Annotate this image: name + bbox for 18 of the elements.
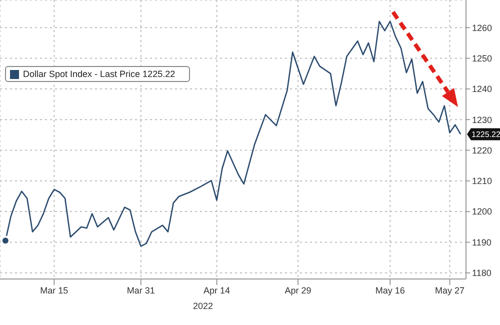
- y-tick-label: 1220: [472, 145, 492, 156]
- x-tick-label: Apr 29: [284, 285, 312, 296]
- y-tick-label: 1230: [472, 114, 492, 125]
- y-tick-label: 1200: [472, 206, 492, 217]
- x-tick-label: Apr 14: [203, 285, 230, 296]
- x-tick-label: May 16: [375, 285, 405, 296]
- y-tick-label: 1190: [472, 237, 492, 248]
- y-tick-label: 1240: [472, 84, 492, 94]
- x-tick-label: Mar 15: [40, 285, 68, 296]
- y-tick-label: 1260: [472, 22, 492, 33]
- y-tick-label: 1180: [472, 268, 492, 278]
- x-tick-label: Mar 31: [126, 285, 155, 296]
- y-tick-label: 1210: [472, 176, 492, 186]
- y-tick-label: 1250: [472, 53, 492, 64]
- annotation: 1225.22: [472, 130, 500, 140]
- x-tick-label: May 27: [434, 285, 464, 296]
- legend-label: Dollar Spot Index - Last Price 1225.22: [23, 69, 176, 79]
- x-axis-title: 2022: [192, 301, 214, 311]
